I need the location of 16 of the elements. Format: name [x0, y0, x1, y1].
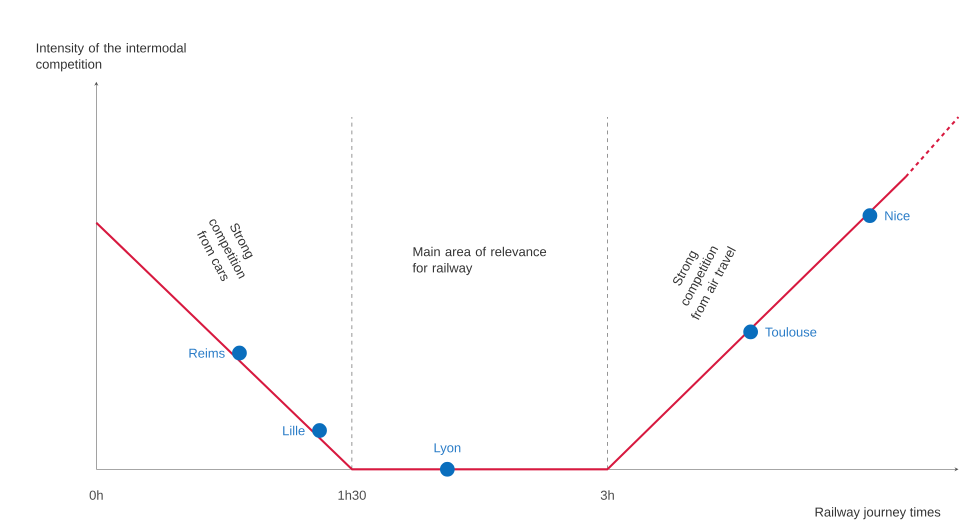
point	[312, 423, 327, 438]
x-axis-title: Railway journey times	[816, 507, 940, 520]
x-tick-label: 3h	[600, 490, 614, 500]
x-tick-label: 1h30	[338, 490, 366, 500]
point	[743, 324, 758, 340]
y-axis-title: Intensity of the intermodal competition	[36, 43, 186, 72]
annotation: Lille	[283, 426, 305, 436]
annotation: Nice	[885, 211, 910, 221]
annotation: Toulouse	[765, 327, 816, 337]
x-tick-label: 0h	[90, 490, 103, 500]
point	[862, 208, 878, 224]
point	[440, 462, 455, 477]
annotation: Reims	[189, 348, 225, 358]
annotation: Lyon	[434, 443, 460, 456]
point	[232, 346, 247, 361]
annotation: Main area of relevance for railway	[412, 246, 546, 276]
